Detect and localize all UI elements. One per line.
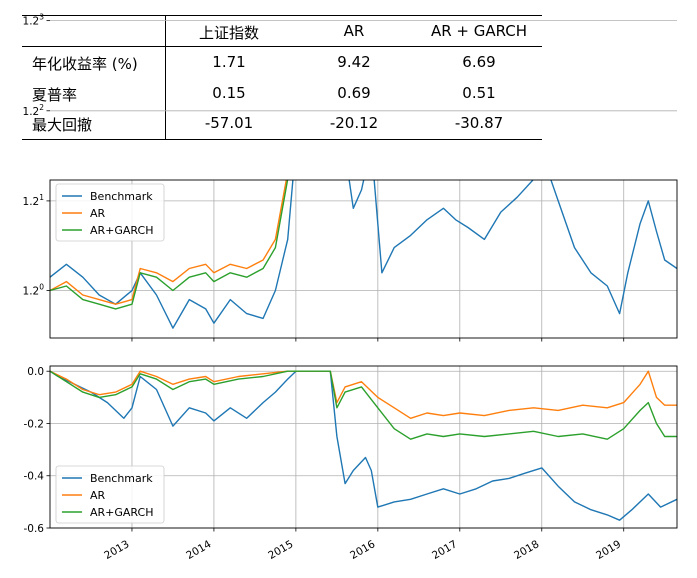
chart-panel-1: 1.201.211.221.231.24BenchmarkARAR+GARCH: [23, 13, 678, 342]
cell-annual-return-sse: 1.71: [212, 53, 246, 71]
row-label-sharpe: 夏普率: [32, 86, 78, 104]
x-tick-labels: 2013 2014 2015 2016 2017 2018 2019: [102, 538, 623, 562]
series-line-benchmark: [50, 180, 677, 329]
cell-max-drawdown-ar-garch: -30.87: [454, 114, 504, 132]
x-tick-label: 2016: [348, 538, 377, 562]
y-tick-label: -0.4: [24, 471, 45, 483]
x-tick-label: 2015: [266, 538, 295, 562]
y-tick-label: -0.6: [24, 523, 45, 535]
row-label-max-drawdown: 最大回撤: [32, 116, 93, 134]
axes-frame: [49, 365, 678, 529]
row-label-annual-return: 年化收益率 (%): [32, 55, 138, 73]
cell-sharpe-ar-garch: 0.51: [462, 84, 496, 102]
y-tick-exponent: 0: [39, 283, 44, 292]
series-line-benchmark: [50, 370, 677, 521]
cell-sharpe-sse: 0.15: [212, 84, 246, 102]
legend-label: AR+GARCH: [90, 224, 153, 237]
table-header-rule: [22, 46, 542, 47]
legend-box: [55, 183, 165, 242]
series-line-ar: [50, 180, 288, 305]
header-sse: 上证指数: [198, 24, 260, 42]
x-tick-label: 2018: [512, 538, 541, 562]
table-column-divider: [165, 15, 166, 139]
table-bottom-rule: [22, 139, 542, 140]
legend-label: AR+GARCH: [90, 506, 153, 519]
chart-panel-2: 0.0 -0.2 -0.4 -0.6 Benchmark AR AR+GARCH: [24, 365, 678, 535]
y-tick-label: -0.2: [24, 418, 45, 430]
y-tick-label: 1.22: [23, 103, 45, 118]
stats-table: 上证指数 AR AR + GARCH 年化收益率 (%) 1.71 9.42 6…: [22, 15, 542, 140]
header-ar-garch: AR + GARCH: [430, 22, 528, 40]
legend: Benchmark AR AR+GARCH: [55, 465, 165, 524]
x-tick-label: 2013: [102, 538, 131, 562]
series-line-ar-garch: [50, 370, 677, 440]
axes-frame: [49, 179, 678, 339]
y-tick-label: 1.20: [23, 283, 45, 298]
legend-label: AR: [90, 207, 106, 220]
cell-sharpe-ar: 0.69: [337, 84, 371, 102]
legend-label: AR: [90, 489, 106, 502]
y-tick-exponent: 3: [39, 13, 44, 22]
legend: Benchmark AR AR+GARCH: [55, 183, 165, 242]
x-tick-label: 2017: [430, 538, 459, 562]
y-tick-exponent: 1: [39, 193, 44, 202]
cell-max-drawdown-sse: -57.01: [204, 114, 254, 132]
y-tick-label: 1.21: [23, 193, 45, 208]
legend-label: Benchmark: [90, 190, 153, 203]
x-tick-label: 2019: [594, 538, 623, 562]
cell-annual-return-ar: 9.42: [337, 53, 371, 71]
legend-box: [55, 465, 165, 524]
y-tick-exponent: 2: [39, 103, 44, 112]
y-tick-label: 1.23: [23, 13, 45, 28]
y-tick-label: 0.0: [27, 366, 44, 378]
header-ar: AR: [343, 22, 365, 40]
x-tick-label: 2014: [184, 538, 213, 562]
cell-max-drawdown-ar: -20.12: [329, 114, 379, 132]
legend-label: Benchmark: [90, 472, 153, 485]
table-top-rule: [22, 15, 542, 16]
cell-annual-return-ar-garch: 6.69: [462, 53, 496, 71]
series-line-ar-garch: [50, 180, 289, 310]
series-line-ar: [50, 370, 677, 419]
